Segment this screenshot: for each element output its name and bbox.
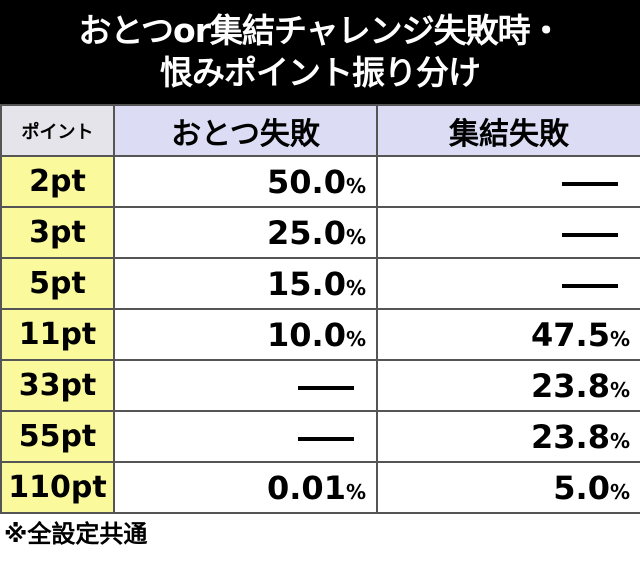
dash-text: ― — [618, 214, 619, 215]
header-cell: ポイント — [0, 104, 115, 157]
percent-sign: % — [345, 326, 366, 351]
dash-text: ― — [618, 265, 619, 266]
value-cell: ― — [113, 410, 378, 463]
title-line: おとつor集結チャレンジ失敗時・ — [78, 11, 562, 50]
value-cell: 23.8% — [376, 359, 640, 412]
value-cell: 47.5% — [376, 308, 640, 361]
dash-text: ― — [354, 367, 355, 368]
value-cell: ― — [376, 206, 640, 259]
table-row: 11pt 10.0% 47.5% — [0, 308, 640, 361]
percent-sign: % — [345, 275, 366, 300]
dash-text: ― — [618, 163, 619, 164]
header-cell: 集結失敗 — [376, 104, 640, 157]
percent-sign: % — [609, 377, 630, 402]
table: ポイント おとつ失敗 集結失敗 2pt50.0%―3pt25.0%―5pt15.… — [0, 104, 640, 514]
dash-bar — [298, 385, 354, 390]
percent-sign: % — [609, 428, 630, 453]
row-label: 110pt — [0, 461, 115, 514]
dash-bar — [562, 181, 618, 186]
row-label: 11pt — [0, 308, 115, 361]
row-label: 5pt — [0, 257, 115, 310]
value-cell: 5.0% — [376, 461, 640, 514]
percent-sign: % — [345, 479, 366, 504]
percent-sign: % — [609, 326, 630, 351]
footnote: ※全設定共通 — [4, 520, 148, 548]
title-block: おとつor集結チャレンジ失敗時・ 恨みポイント振り分け — [0, 0, 640, 104]
value-cell: 23.8% — [376, 410, 640, 463]
title-line: 恨みポイント振り分け — [160, 53, 481, 92]
value-cell: ― — [376, 257, 640, 310]
header-cell: おとつ失敗 — [113, 104, 378, 157]
row-label: 3pt — [0, 206, 115, 259]
dash-bar — [562, 232, 618, 237]
value-cell: ― — [113, 359, 378, 412]
header-row: ポイント おとつ失敗 集結失敗 — [0, 104, 640, 157]
dash-bar — [562, 283, 618, 288]
value-cell: 50.0% — [113, 155, 378, 208]
value-cell: 10.0% — [113, 308, 378, 361]
dash-text: ― — [354, 418, 355, 419]
table-row: 33pt ― 23.8% — [0, 359, 640, 412]
value-cell: 25.0% — [113, 206, 378, 259]
row-label: 33pt — [0, 359, 115, 412]
value-cell: 15.0% — [113, 257, 378, 310]
table-row: 110pt 0.01% 5.0% — [0, 461, 640, 514]
row-label: 2pt — [0, 155, 115, 208]
value-cell: 0.01% — [113, 461, 378, 514]
percent-sign: % — [345, 224, 366, 249]
table-row: 55pt ― 23.8% — [0, 410, 640, 463]
row-label: 55pt — [0, 410, 115, 463]
value-cell: ― — [376, 155, 640, 208]
percent-sign: % — [609, 479, 630, 504]
percent-sign: % — [345, 173, 366, 198]
dash-bar — [298, 436, 354, 441]
